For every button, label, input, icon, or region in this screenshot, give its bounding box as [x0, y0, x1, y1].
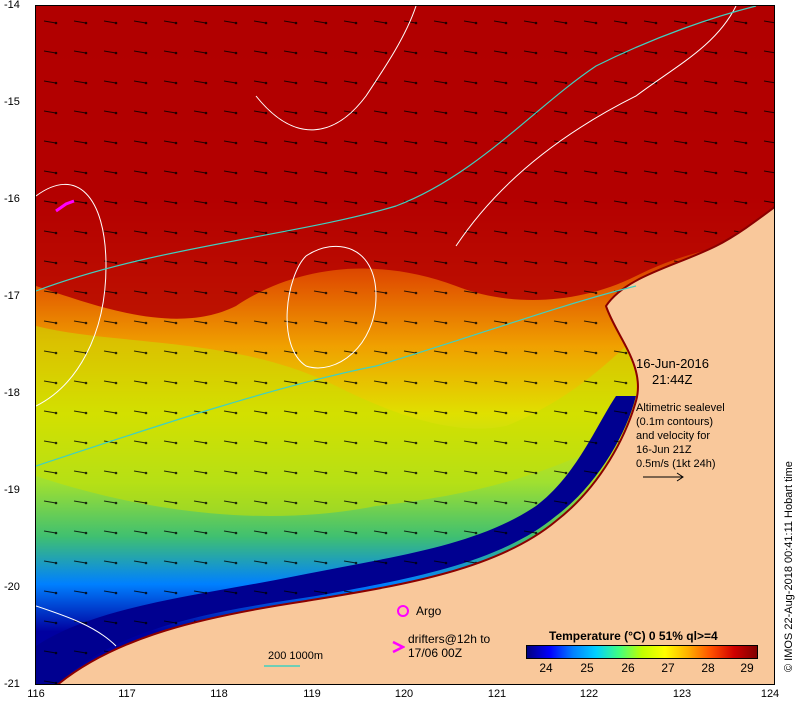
colorbar-tick: 28	[701, 661, 715, 675]
lat-label: -15	[4, 96, 20, 108]
colorbar	[526, 645, 758, 659]
land-mass	[56, 206, 774, 684]
lat-label: -14	[4, 0, 20, 11]
argo-label: Argo	[416, 604, 442, 618]
colorbar-title: Temperature (°C) 0 51% ql>=4	[549, 629, 718, 643]
lon-label: 117	[118, 688, 136, 700]
isobath-label: 200 1000m	[268, 650, 324, 662]
sealevel-note-line: Altimetric sealevel	[636, 402, 725, 414]
colorbar-tick: 25	[580, 661, 594, 675]
drifter-marker-icon	[392, 640, 405, 654]
lon-label: 121	[487, 688, 507, 700]
sealevel-contour	[286, 245, 377, 369]
colorbar-tick: 26	[621, 661, 635, 675]
sst-map[interactable]	[35, 5, 775, 685]
credit-text: © IMOS 22-Aug-2018 00:41:11 Hobart time	[783, 461, 795, 672]
sealevel-note-line: 16-Jun 21Z	[636, 444, 692, 456]
lon-label: 120	[394, 688, 414, 700]
drifters-label-line: 17/06 00Z	[408, 646, 463, 660]
velocity-scale-arrow-icon	[643, 472, 684, 482]
drifter-track	[55, 199, 75, 213]
lon-label: 122	[579, 688, 599, 700]
lat-label: -18	[4, 387, 20, 399]
lon-label: 119	[303, 688, 321, 700]
sealevel-contour	[36, 605, 117, 647]
lat-label: -16	[4, 193, 20, 205]
sealevel-note-line: (0.1m contours)	[636, 416, 714, 428]
lat-label: -17	[4, 290, 20, 302]
sealevel-contour	[255, 6, 417, 131]
time-label: 21:44Z	[652, 372, 693, 387]
drifters-label-line: drifters@12h to	[408, 632, 491, 646]
lon-label: 123	[672, 688, 692, 700]
sealevel-note-line: 0.5m/s (1kt 24h)	[636, 458, 716, 470]
lat-label: -19	[4, 484, 20, 496]
sealevel-contour	[36, 184, 107, 407]
date-label: 16-Jun-2016	[636, 356, 709, 371]
lon-label: 124	[760, 688, 780, 700]
colorbar-tick: 27	[661, 661, 675, 675]
colorbar-tick: 24	[539, 661, 553, 675]
isobath-200m	[36, 6, 757, 292]
map-canvas	[36, 6, 774, 684]
lon-label: 116	[27, 688, 45, 700]
argo-marker-icon	[397, 605, 409, 617]
lat-label: -21	[4, 678, 20, 690]
isobath-legend-line	[264, 665, 300, 667]
sealevel-contour	[455, 6, 737, 247]
isobath-1000m	[36, 285, 637, 467]
lon-label: 118	[210, 688, 228, 700]
lat-label: -20	[4, 581, 20, 593]
sealevel-note-line: and velocity for	[636, 430, 710, 442]
colorbar-tick: 29	[740, 661, 754, 675]
